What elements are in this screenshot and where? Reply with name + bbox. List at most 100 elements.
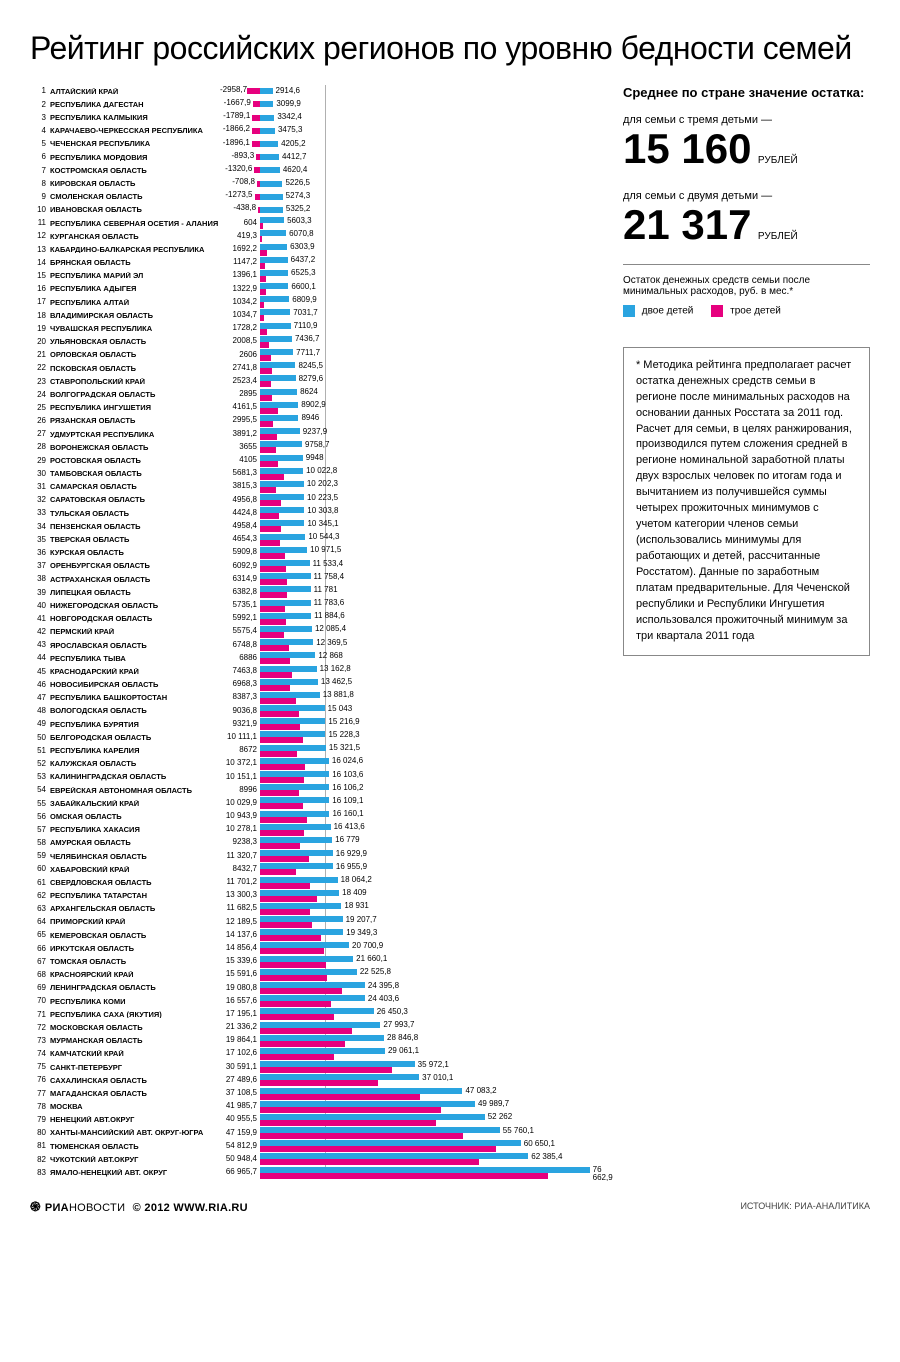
rank-cell: 19 [30, 325, 50, 333]
label-two-children: 19 349,3 [346, 929, 377, 937]
bar-two-children [260, 88, 273, 94]
rank-cell: 6 [30, 153, 50, 161]
bar-three-children [260, 764, 305, 770]
label-three-children: 2741,8 [220, 364, 257, 372]
region-cell: КАМЧАТСКИЙ КРАЙ [50, 1050, 220, 1058]
label-two-children: 10 345,1 [307, 520, 338, 528]
bar-cell: 41059948 [220, 454, 613, 467]
label-two-children: 18 409 [342, 889, 366, 897]
label-two-children: 21 660,1 [356, 955, 387, 963]
bar-cell: 3815,310 202,3 [220, 480, 613, 493]
label-three-children: 27 489,6 [220, 1076, 257, 1084]
bar-three-children [260, 1146, 496, 1152]
bar-three-children [260, 948, 324, 954]
table-row: 73МУРМАНСКАЯ ОБЛАСТЬ19 864,128 846,8 [30, 1034, 613, 1047]
bar-cell: 10 029,916 109,1 [220, 797, 613, 810]
label-three-children: 4654,3 [220, 535, 257, 543]
label-two-children: 10 202,3 [307, 480, 338, 488]
label-two-children: 5325,2 [286, 205, 310, 213]
bar-three-children [260, 355, 271, 361]
label-two-children: 55 760,1 [503, 1127, 534, 1135]
bar-cell: 19 080,824 395,8 [220, 982, 613, 995]
region-cell: РЕСПУБЛИКА ТЫВА [50, 655, 220, 663]
stat2-label: для семьи с двумя детьми — [623, 190, 870, 202]
bar-cell: 3891,29237,9 [220, 428, 613, 441]
bar-cell: 5575,412 085,4 [220, 625, 613, 638]
region-cell: РОСТОВСКАЯ ОБЛАСТЬ [50, 457, 220, 465]
bar-cell: 27 489,637 010,1 [220, 1074, 613, 1087]
table-row: 13КАБАРДИНО-БАЛКАРСКАЯ РЕСПУБЛИКА1692,26… [30, 243, 613, 256]
label-three-children: 47 159,9 [220, 1129, 257, 1137]
label-three-children: 5575,4 [220, 627, 257, 635]
rank-cell: 54 [30, 786, 50, 794]
region-cell: ЧЕЛЯБИНСКАЯ ОБЛАСТЬ [50, 853, 220, 861]
stat-three-children: для семьи с тремя детьми — 15 160 РУБЛЕЙ [623, 114, 870, 170]
table-row: 20УЛЬЯНОВСКАЯ ОБЛАСТЬ2008,57436,7 [30, 335, 613, 348]
bar-cell: 28958624 [220, 388, 613, 401]
rank-cell: 31 [30, 483, 50, 491]
table-row: 83ЯМАЛО-НЕНЕЦКИЙ АВТ. ОКРУГ66 965,776 66… [30, 1166, 613, 1179]
rank-cell: 57 [30, 826, 50, 834]
bar-cell: 6748,812 369,5 [220, 639, 613, 652]
table-row: 31САМАРСКАЯ ОБЛАСТЬ3815,310 202,3 [30, 480, 613, 493]
bar-cell: -1320,6 4620,4 [220, 164, 613, 177]
label-two-children: 13 162,8 [320, 665, 351, 673]
label-two-children: 16 929,9 [336, 850, 367, 858]
label-three-children: 66 965,7 [220, 1168, 257, 1176]
rank-cell: 16 [30, 285, 50, 293]
label-three-children: 19 080,8 [220, 984, 257, 992]
label-two-children: 8946 [301, 414, 319, 422]
region-cell: МОСКВА [50, 1103, 220, 1111]
bar-three-children [260, 1028, 352, 1034]
region-cell: ЧУКОТСКИЙ АВТ.ОКРУГ [50, 1156, 220, 1164]
table-row: 51РЕСПУБЛИКА КАРЕЛИЯ867215 321,5 [30, 744, 613, 757]
bar-two-children [260, 207, 283, 213]
table-row: 2РЕСПУБЛИКА ДАГЕСТАН-1667,93099,9 [30, 98, 613, 111]
bar-cell: 41 985,749 989,7 [220, 1100, 613, 1113]
region-cell: ЕВРЕЙСКАЯ АВТОНОМНАЯ ОБЛАСТЬ [50, 787, 220, 795]
table-row: 6РЕСПУБЛИКА МОРДОВИЯ-893,34412,7 [30, 151, 613, 164]
bar-cell: 2995,58946 [220, 414, 613, 427]
bar-three-children [260, 737, 303, 743]
label-three-children: 6748,8 [220, 641, 257, 649]
bar-three-children [260, 513, 279, 519]
region-cell: УДМУРТСКАЯ РЕСПУБЛИКА [50, 431, 220, 439]
bar-three-children [260, 790, 299, 796]
table-row: 71РЕСПУБЛИКА САХА (ЯКУТИЯ)17 195,126 450… [30, 1008, 613, 1021]
stat-two-children: для семьи с двумя детьми — 21 317 РУБЛЕЙ [623, 190, 870, 246]
region-cell: АСТРАХАНСКАЯ ОБЛАСТЬ [50, 576, 220, 584]
bar-three-children [260, 632, 284, 638]
bar-three-children [260, 935, 321, 941]
label-three-children: 2008,5 [220, 337, 257, 345]
label-two-children: 2914,6 [276, 87, 300, 95]
rank-cell: 59 [30, 852, 50, 860]
label-two-children: 4620,4 [283, 166, 307, 174]
bar-two-children [260, 167, 280, 173]
label-three-children: 5992,1 [220, 614, 257, 622]
label-three-children: -1320,6 [220, 165, 252, 173]
bar-cell: 13 300,318 409 [220, 889, 613, 902]
region-cell: ВОЛГОГРАДСКАЯ ОБЛАСТЬ [50, 391, 220, 399]
bar-cell: 7463,813 162,8 [220, 665, 613, 678]
bar-three-children [260, 658, 290, 664]
label-two-children: 27 993,7 [383, 1021, 414, 1029]
label-three-children: -893,3 [220, 152, 254, 160]
bar-three-children [260, 329, 267, 335]
rank-cell: 25 [30, 404, 50, 412]
label-two-children: 13 881,8 [323, 691, 354, 699]
bar-three-children [260, 289, 266, 295]
bar-three-children [260, 592, 287, 598]
label-two-children: 20 700,9 [352, 942, 383, 950]
label-two-children: 9758,7 [305, 441, 329, 449]
rank-cell: 1 [30, 87, 50, 95]
table-row: 16РЕСПУБЛИКА АДЫГЕЯ1322,96600,1 [30, 283, 613, 296]
region-cell: ЯМАЛО-НЕНЕЦКИЙ АВТ. ОКРУГ [50, 1169, 220, 1177]
region-cell: ХАБАРОВСКИЙ КРАЙ [50, 866, 220, 874]
bar-three-children [260, 817, 307, 823]
label-three-children: 11 701,2 [220, 878, 257, 886]
table-row: 46НОВОСИБИРСКАЯ ОБЛАСТЬ6968,313 462,5 [30, 678, 613, 691]
region-cell: РЕСПУБЛИКА АДЫГЕЯ [50, 285, 220, 293]
bar-three-children [260, 843, 300, 849]
label-three-children: 15 339,6 [220, 957, 257, 965]
table-row: 36КУРСКАЯ ОБЛАСТЬ5909,810 971,5 [30, 546, 613, 559]
